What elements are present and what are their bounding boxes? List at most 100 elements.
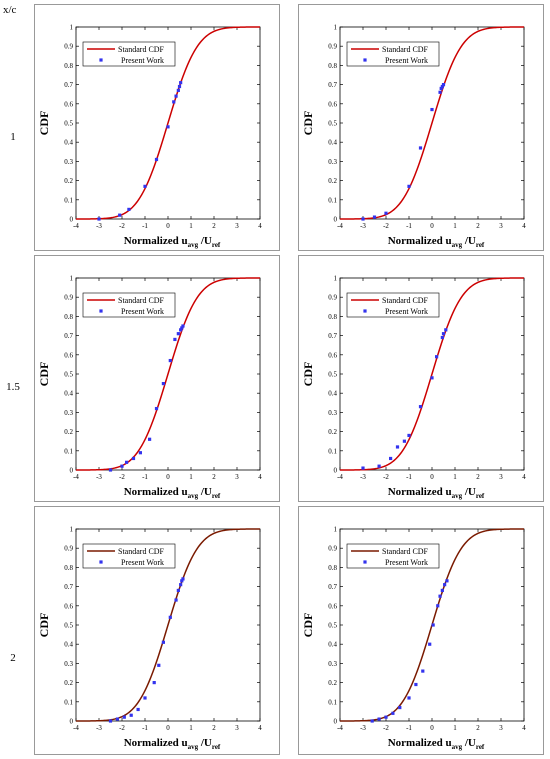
y-tick-label: 1 <box>334 24 338 32</box>
legend-label-standard-cdf: Standard CDF <box>382 45 429 54</box>
y-tick-label: 0 <box>334 718 338 726</box>
present-work-point <box>180 579 184 583</box>
y-axis-label: CDF <box>37 111 51 136</box>
legend-label-present-work: Present Work <box>385 56 428 65</box>
x-axis-label: Normalized uavg /Uref <box>388 486 485 500</box>
legend-label-present-work: Present Work <box>121 558 164 567</box>
y-tick-label: 0.5 <box>64 622 73 630</box>
row-label-2: 2 <box>10 652 16 664</box>
present-work-point <box>131 456 136 461</box>
legend: Standard CDF Present Work <box>346 41 440 67</box>
y-tick-label: 0.9 <box>64 294 73 302</box>
y-tick-label: 0.1 <box>64 698 73 706</box>
x-tick-label: -2 <box>383 222 389 230</box>
y-tick-label: 0.2 <box>64 428 73 436</box>
legend-label-standard-cdf: Standard CDF <box>118 45 165 54</box>
y-tick-label: 0 <box>70 467 74 475</box>
present-work-point <box>129 713 133 717</box>
y-tick-label: 1 <box>70 24 74 32</box>
legend-label-standard-cdf: Standard CDF <box>118 547 165 556</box>
legend-label-standard-cdf: Standard CDF <box>118 296 165 305</box>
x-tick-label: -3 <box>96 222 102 230</box>
legend-box <box>82 292 176 318</box>
present-work-point <box>168 358 172 363</box>
legend-point-swatch <box>99 560 103 564</box>
present-work-point <box>120 464 124 468</box>
present-work-point <box>377 717 381 721</box>
present-work-point <box>168 615 172 619</box>
y-tick-label: 0.1 <box>64 447 73 455</box>
x-tick-label: 3 <box>235 222 239 230</box>
y-tick-label: 0 <box>70 718 74 726</box>
y-tick-label: 0.4 <box>328 390 337 398</box>
x-tick-label: 4 <box>258 222 262 230</box>
chart-panel: -4 -3 -2 -1 0 1 2 3 4 0 0.1 0.2 0.3 0.4 0.5 0.6 0.7 0.8 0.… <box>298 4 544 251</box>
legend-box <box>82 41 176 67</box>
present-work-point <box>370 719 374 723</box>
present-work-point <box>398 705 402 710</box>
present-work-point <box>148 437 152 441</box>
present-work-point <box>418 146 423 150</box>
y-tick-label: 0.4 <box>328 641 337 649</box>
x-tick-label: 0 <box>166 473 170 481</box>
y-tick-label: 0.1 <box>64 196 73 204</box>
x-tick-label: 4 <box>258 724 262 732</box>
legend: Standard CDF Present Work <box>346 292 440 318</box>
y-axis-label: CDF <box>37 362 51 387</box>
x-tick-label: -2 <box>119 222 125 230</box>
x-tick-label: 1 <box>189 724 193 732</box>
x-tick-label: -1 <box>142 222 148 230</box>
present-work-point <box>161 640 165 644</box>
present-work-point <box>438 90 442 94</box>
y-axis-label: CDF <box>301 613 315 638</box>
y-tick-label: 0.7 <box>328 81 337 89</box>
x-tick-label: 2 <box>476 473 480 481</box>
present-work-point <box>174 94 178 98</box>
present-work-point <box>430 376 434 380</box>
legend-box <box>346 543 440 569</box>
present-work-point <box>97 217 101 221</box>
y-tick-label: 0.7 <box>64 332 73 340</box>
y-tick-label: 0.2 <box>328 428 337 436</box>
y-tick-label: 0.7 <box>64 583 73 591</box>
y-tick-label: 0.9 <box>328 545 337 553</box>
legend-box <box>82 543 176 569</box>
present-work-point <box>407 184 411 188</box>
y-tick-label: 0.1 <box>328 196 337 204</box>
present-work-point <box>384 211 388 215</box>
y-tick-label: 1 <box>334 275 338 283</box>
y-tick-label: 0.9 <box>64 43 73 51</box>
y-tick-label: 0.3 <box>328 158 337 166</box>
x-tick-label: -1 <box>406 724 412 732</box>
present-work-point <box>377 464 381 468</box>
x-axis-label: Normalized uavg /Uref <box>124 486 221 500</box>
x-tick-label: -2 <box>119 724 125 732</box>
present-work-point <box>154 157 159 162</box>
present-work-point <box>436 604 440 608</box>
x-axis-label: Normalized uavg /Uref <box>124 235 221 249</box>
y-axis-label: CDF <box>301 362 315 387</box>
y-tick-label: 0.7 <box>64 81 73 89</box>
present-work-point <box>177 84 182 89</box>
y-tick-label: 0.6 <box>64 100 73 108</box>
x-tick-label: -1 <box>406 222 412 230</box>
present-work-point <box>402 439 406 443</box>
x-tick-label: 0 <box>430 222 434 230</box>
y-tick-label: 0.8 <box>328 62 337 70</box>
present-work-point <box>431 623 435 627</box>
cdf-chart: -4 -3 -2 -1 0 1 2 3 4 0 0.1 0.2 0.3 0.4 0.5 0.6 0.7 0.8 0.… <box>37 526 262 752</box>
present-work-point <box>439 86 443 91</box>
x-axis-label: Normalized uavg /Uref <box>388 737 485 751</box>
x-tick-label: 4 <box>522 473 526 481</box>
x-tick-label: -2 <box>383 724 389 732</box>
legend: Standard CDF Present Work <box>82 543 176 569</box>
present-work-point <box>438 594 442 598</box>
present-work-point <box>172 100 176 104</box>
x-tick-label: 0 <box>430 724 434 732</box>
x-tick-label: -3 <box>96 473 102 481</box>
legend-box <box>346 41 440 67</box>
y-tick-label: 0.5 <box>328 622 337 630</box>
y-tick-label: 0.6 <box>64 602 73 610</box>
y-tick-label: 0.2 <box>328 177 337 185</box>
legend-point-swatch <box>363 309 367 313</box>
